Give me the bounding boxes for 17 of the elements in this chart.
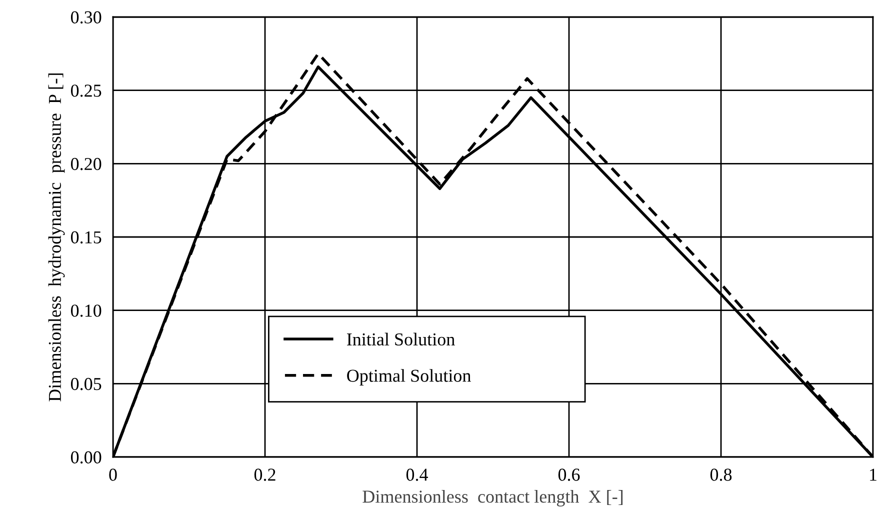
legend-label: Initial Solution: [347, 332, 455, 346]
x-tick-label: 0.6: [558, 468, 580, 481]
legend-label: Optimal Solution: [347, 369, 471, 386]
y-tick-label: 0.25: [70, 84, 102, 97]
x-tick-label: 1: [870, 468, 876, 481]
y-tick-label: 0.05: [70, 378, 102, 390]
y-tick-label: 0.15: [70, 231, 102, 244]
y-tick-label: 0.00: [70, 451, 102, 464]
x-tick-label: 0.8: [710, 468, 732, 481]
y-tick-label: 0.30: [70, 11, 102, 24]
x-axis-title: Dimensionless contact length X [-]: [362, 490, 623, 506]
x-tick-label: 0.2: [254, 468, 276, 481]
x-tick-label: 0.4: [406, 468, 428, 481]
y-tick-label: 0.20: [70, 158, 102, 170]
y-axis-title: Dimensionless hydrodynamic pressure P [-]: [48, 73, 65, 402]
y-tick-label: 0.10: [70, 304, 102, 317]
x-tick-label: 0: [109, 468, 117, 481]
